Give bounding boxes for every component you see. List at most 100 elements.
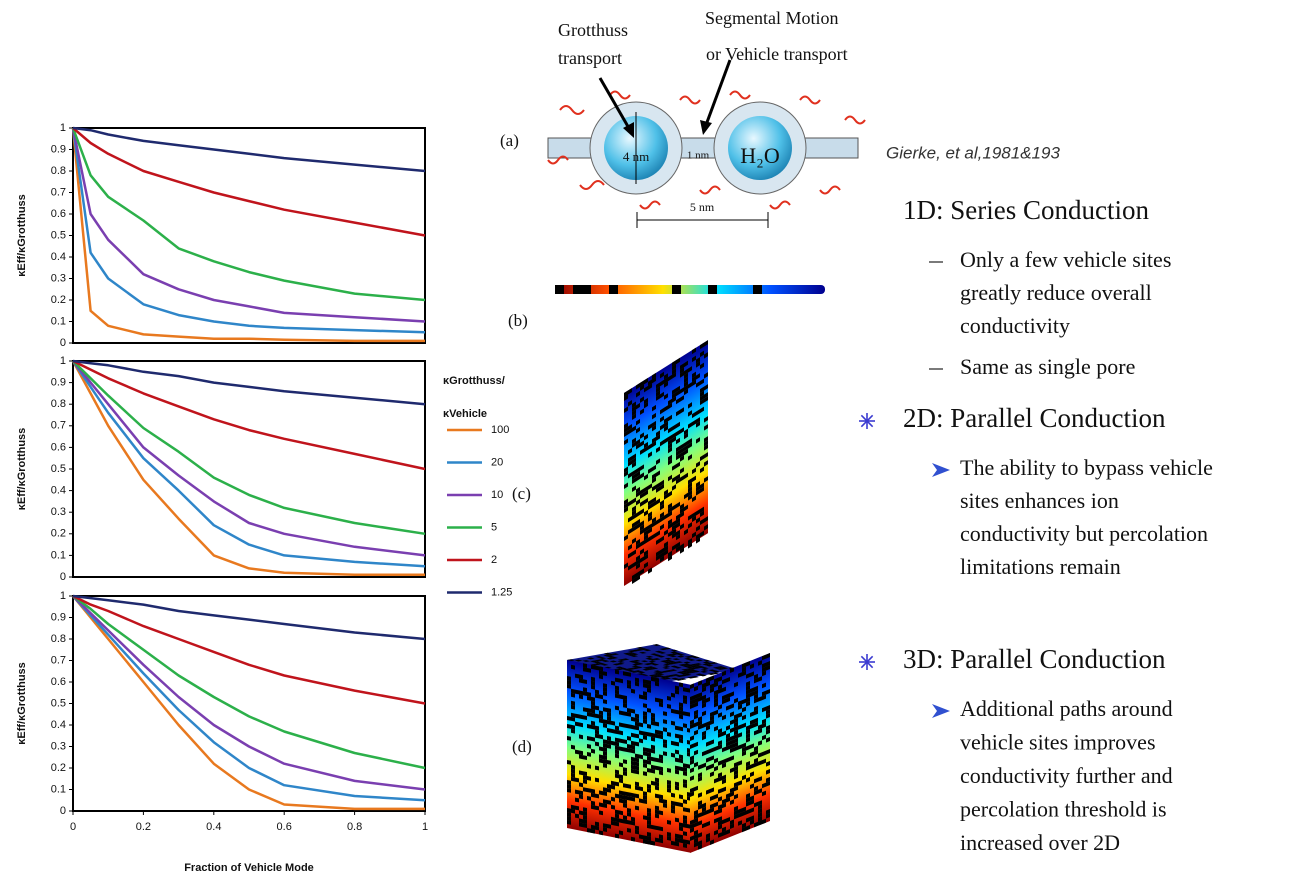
vehicle-site [762, 662, 766, 669]
vehicle-site [676, 437, 680, 445]
vehicle-site [635, 825, 639, 831]
vehicle-site [683, 767, 687, 773]
vehicle-site [679, 754, 683, 760]
label: Additional paths around [960, 696, 1173, 721]
vehicle-site [742, 822, 746, 829]
vehicle-site [766, 808, 770, 815]
vehicle-site [708, 669, 717, 672]
vehicle-site [624, 562, 628, 569]
vehicle-site [692, 531, 696, 539]
vehicle-site [694, 685, 698, 692]
vehicle-site [758, 728, 762, 734]
vehicle-site [683, 807, 687, 813]
vehicle-site [635, 725, 639, 731]
vehicle-site [619, 778, 623, 784]
vehicle-site [656, 675, 664, 677]
polymer-chains [547, 90, 866, 210]
vehicle-site [583, 715, 587, 721]
vehicle-site [615, 821, 619, 827]
vehicle-site [647, 808, 651, 813]
series-line [72, 127, 426, 237]
vehicle-site [664, 513, 668, 520]
vehicle-site [647, 788, 651, 793]
vehicle-site [758, 788, 762, 794]
vehicle-site [659, 834, 663, 840]
vehicle-site [708, 285, 717, 294]
vehicle-site [679, 726, 683, 732]
vehicle-site [683, 823, 687, 829]
vehicle-site [734, 785, 738, 792]
vehicle-site [722, 778, 726, 785]
vehicle-site [656, 394, 660, 401]
vehicle-site [644, 473, 648, 481]
vehicle-site [742, 774, 746, 781]
vehicle-site [700, 530, 704, 538]
vehicle-site [676, 453, 680, 461]
vehicle-site [692, 419, 696, 427]
label: or Vehicle transport [706, 44, 848, 64]
vehicle-site [692, 515, 696, 523]
vehicle-site [579, 790, 583, 796]
vehicle-site [633, 659, 641, 662]
vehicle-site [706, 748, 710, 755]
vehicle-site [587, 724, 591, 729]
vehicle-site [635, 666, 643, 669]
vehicle-site [586, 657, 595, 660]
vehicle-site [647, 708, 651, 713]
vehicle-site [688, 538, 692, 545]
vehicle-site [684, 388, 688, 396]
vehicle-site [593, 661, 602, 664]
vehicle-site [671, 708, 675, 714]
vehicle-site [746, 680, 750, 687]
vehicle-site [675, 725, 679, 731]
label: conductivity but percolation [960, 521, 1208, 546]
vehicle-site [660, 379, 664, 387]
vehicle-site [688, 442, 692, 449]
vehicle-site [603, 791, 607, 797]
vehicle-site [766, 776, 770, 783]
vehicle-site [681, 668, 689, 671]
vehicle-site [700, 406, 704, 414]
vehicle-site [683, 815, 687, 821]
vehicle-site [607, 740, 611, 745]
vehicle-site [639, 798, 643, 804]
vehicle-site [694, 729, 698, 736]
vehicle-site [587, 764, 591, 769]
vehicle-site [643, 695, 647, 701]
y-tick-label: 0.4 [51, 719, 66, 731]
vehicle-site [684, 504, 688, 512]
vehicle-site [575, 721, 579, 727]
vehicle-site [643, 835, 647, 841]
vehicle-site [688, 478, 692, 485]
vehicle-site [683, 843, 687, 849]
vehicle-site [714, 765, 718, 772]
vehicle-site [683, 779, 687, 785]
vehicle-site [746, 744, 750, 751]
vehicle-site [603, 739, 607, 745]
vehicle-site [696, 461, 700, 468]
vehicle-site [730, 667, 734, 673]
vehicle-site [754, 721, 758, 728]
vehicle-site [696, 357, 700, 364]
vehicle-site [672, 368, 676, 375]
vehicle-site [643, 799, 647, 805]
vehicle-site [738, 724, 742, 730]
vehicle-site [652, 372, 656, 380]
vehicle-site [754, 697, 758, 704]
label: transport [558, 48, 622, 68]
vehicle-site [663, 743, 667, 749]
vehicle-site [571, 776, 575, 782]
vehicle-site [718, 832, 722, 838]
vehicle-site [640, 528, 644, 535]
vehicle-site [702, 663, 710, 666]
vehicle-site [704, 372, 708, 379]
vehicle-site [648, 567, 652, 574]
vehicle-site [694, 697, 698, 704]
vehicle-site [716, 667, 725, 670]
vehicle-site [632, 549, 636, 556]
vehicle-site [607, 728, 611, 733]
vehicle-site [676, 389, 680, 397]
vehicle-site [675, 675, 684, 678]
vehicle-site [700, 378, 704, 386]
